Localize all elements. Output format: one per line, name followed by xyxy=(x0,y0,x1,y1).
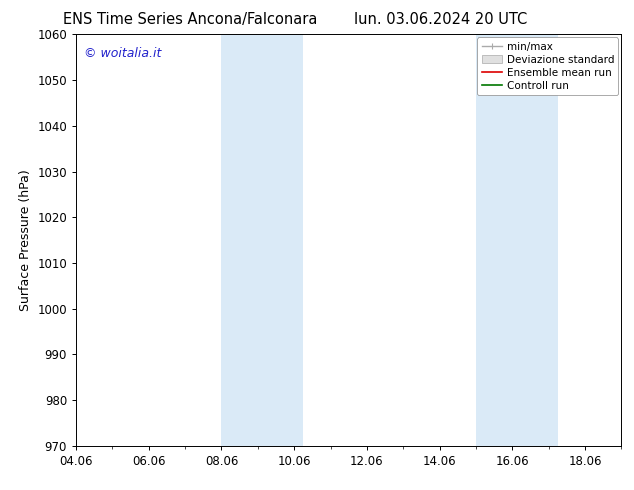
Text: ENS Time Series Ancona/Falconara: ENS Time Series Ancona/Falconara xyxy=(63,12,318,27)
Y-axis label: Surface Pressure (hPa): Surface Pressure (hPa) xyxy=(19,169,32,311)
Legend: min/max, Deviazione standard, Ensemble mean run, Controll run: min/max, Deviazione standard, Ensemble m… xyxy=(477,37,618,95)
Bar xyxy=(221,34,303,446)
Text: © woitalia.it: © woitalia.it xyxy=(84,47,162,60)
Bar xyxy=(476,34,558,446)
Text: lun. 03.06.2024 20 UTC: lun. 03.06.2024 20 UTC xyxy=(354,12,527,27)
